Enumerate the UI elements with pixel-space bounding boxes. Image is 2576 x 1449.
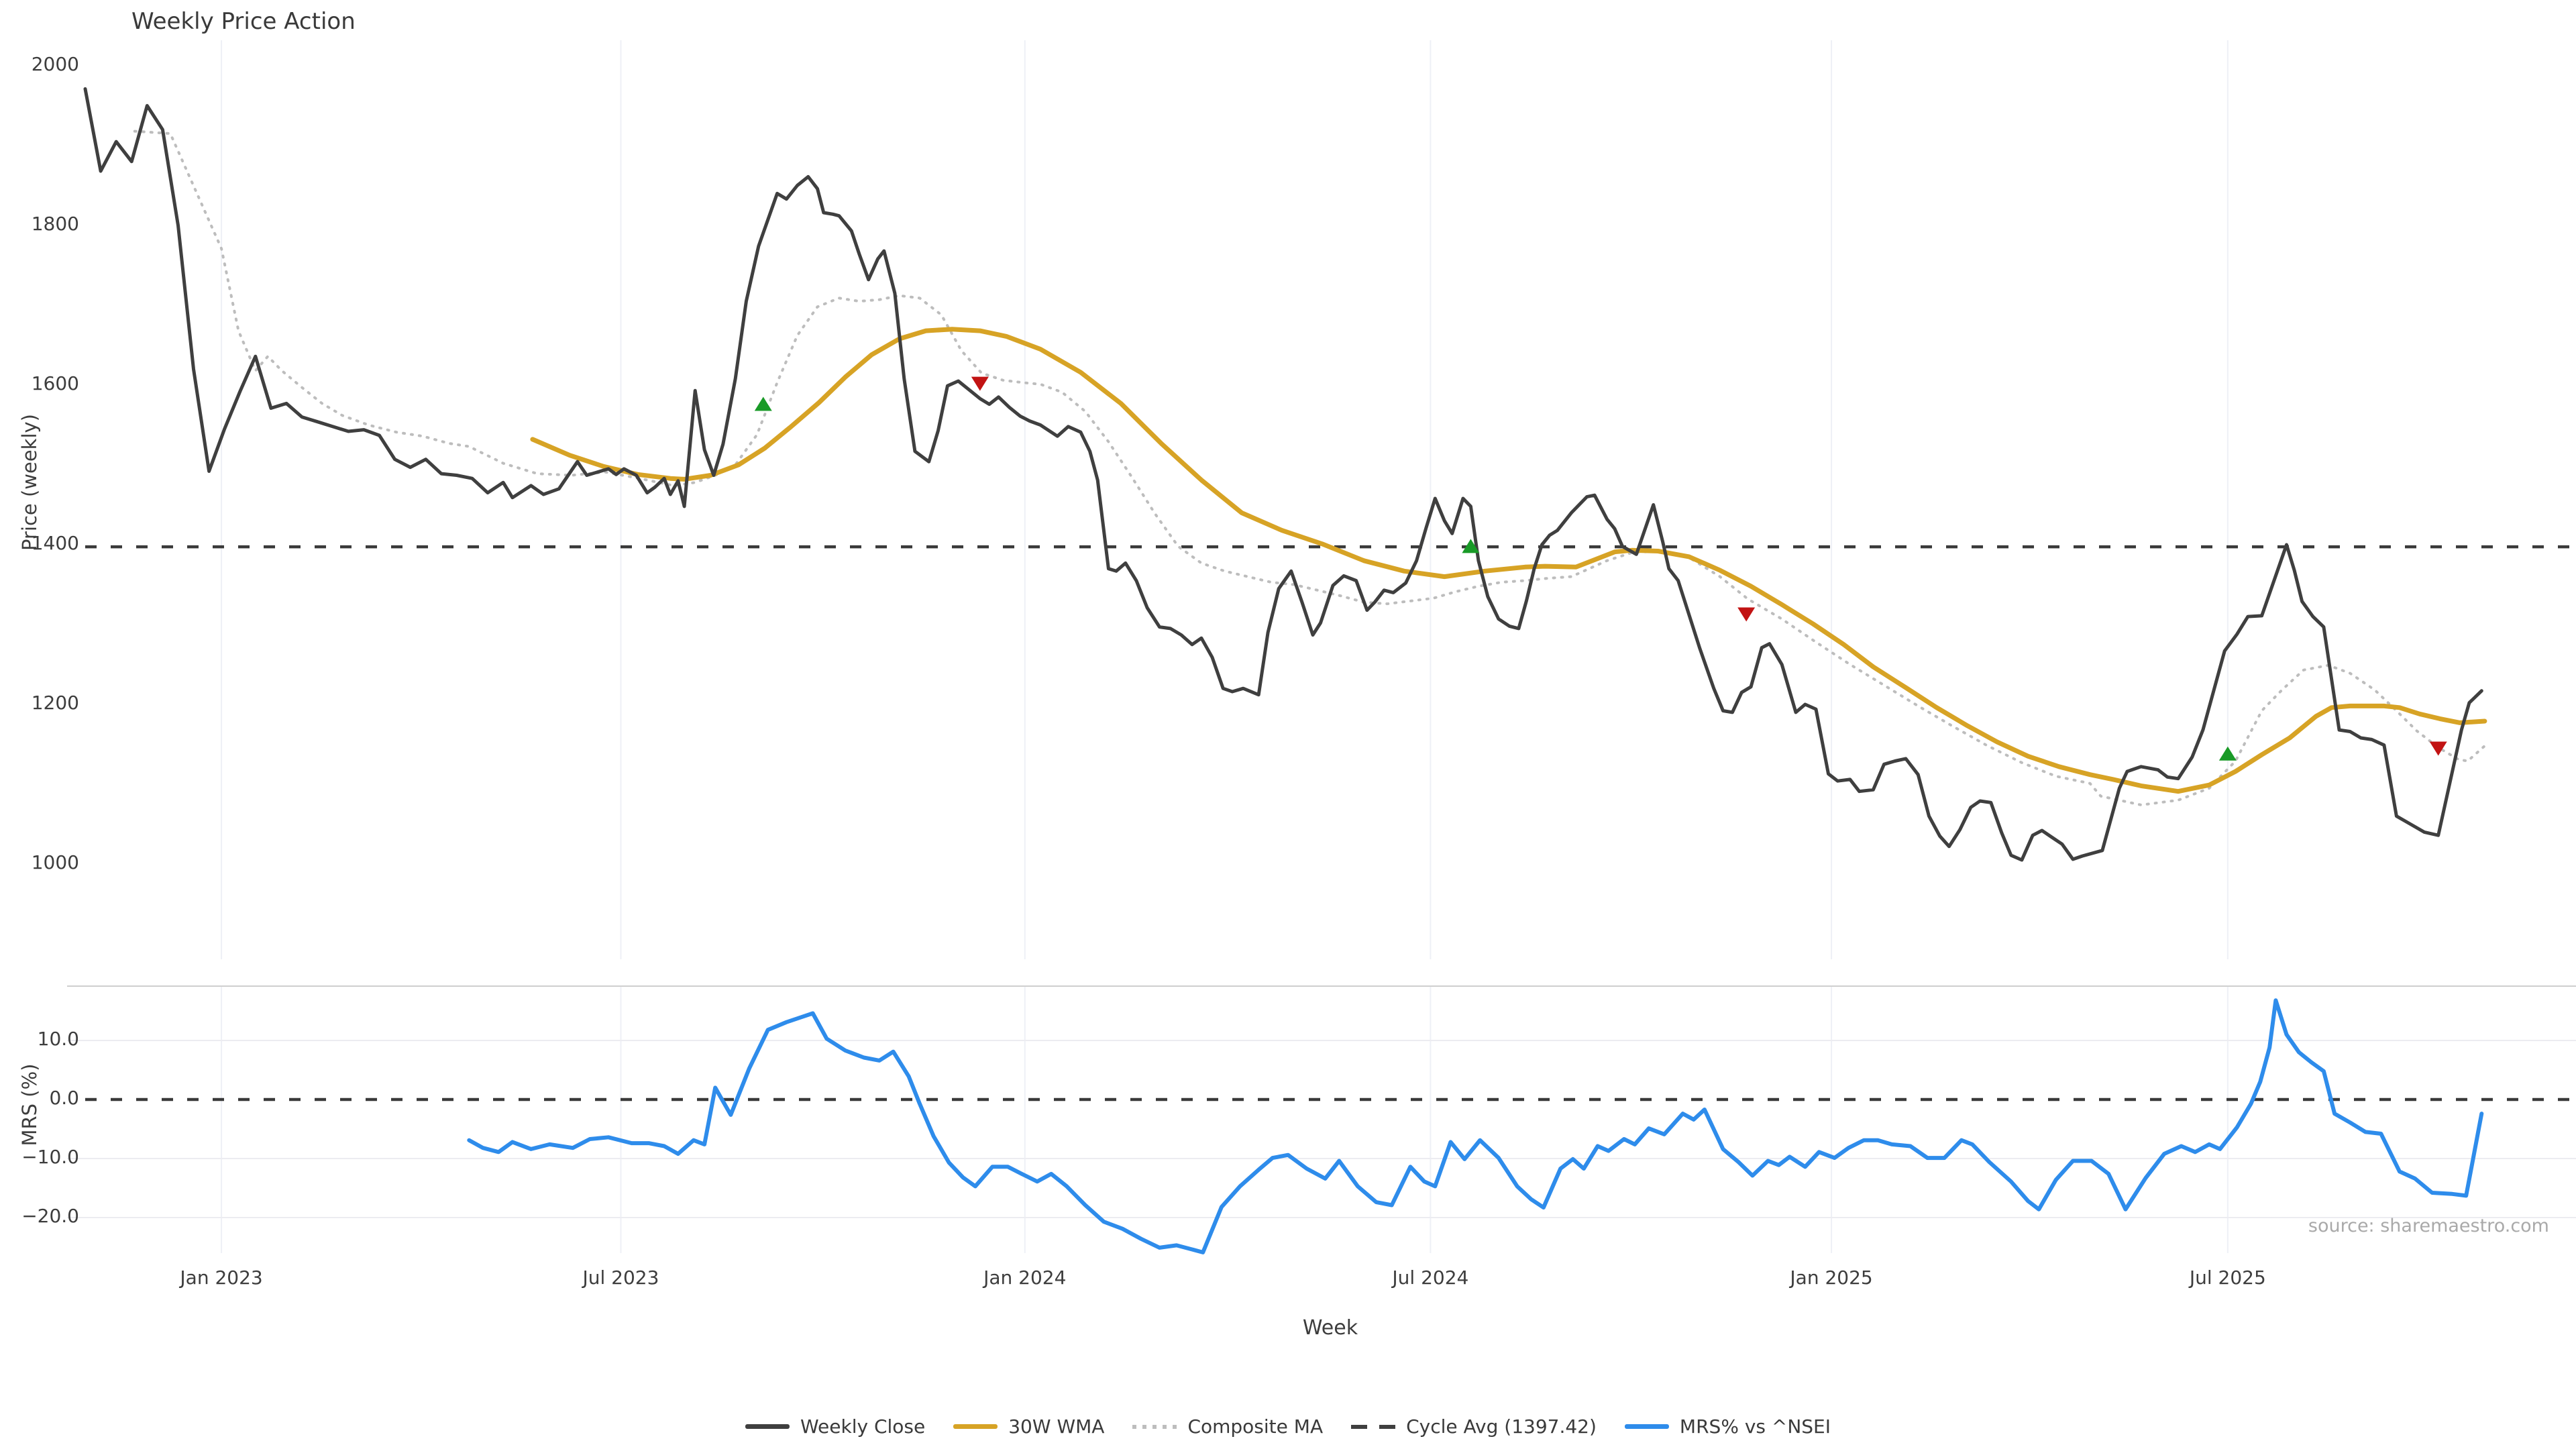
buy-signal-icon: [754, 396, 772, 411]
source-note: source: sharemaestro.com: [2308, 1216, 2549, 1236]
legend-swatch-dashed-icon: [1351, 1424, 1396, 1429]
sell-signal-icon: [2429, 741, 2447, 756]
legend-item: MRS% vs ^NSEI: [1624, 1415, 1831, 1438]
price-ytick: 1400: [31, 532, 79, 554]
price-axis-label: Price (weekly): [18, 414, 41, 551]
legend-label: 30W WMA: [1008, 1415, 1105, 1438]
signal-markers: [754, 376, 2447, 761]
legend-label: Cycle Avg (1397.42): [1406, 1415, 1597, 1438]
data-series: [83, 87, 2487, 1254]
reference-lines: [85, 545, 2576, 1102]
mrs-ytick: −10.0: [21, 1146, 79, 1168]
mrs-ytick: −20.0: [21, 1205, 79, 1227]
x-axis-label: Week: [1302, 1316, 1358, 1340]
weekly-close-line: [83, 87, 2483, 862]
chart-legend: Weekly Close 30W WMA Composite MA Cycle Avg…: [745, 1415, 1831, 1438]
mrs-ytick: 0.0: [49, 1087, 79, 1109]
x-tick: Jan 2023: [180, 1267, 263, 1289]
legend-swatch-dotted-icon: [1132, 1424, 1177, 1429]
buy-signal-icon: [1462, 539, 1480, 553]
legend-label: Weekly Close: [800, 1415, 926, 1438]
mrs-ytick: 10.0: [37, 1028, 79, 1050]
price-ytick: 1800: [31, 213, 79, 235]
legend-swatch-solid-icon: [745, 1424, 790, 1429]
legend-item: Composite MA: [1132, 1415, 1323, 1438]
wma-30w-line: [530, 327, 2487, 794]
x-tick: Jan 2024: [983, 1267, 1067, 1289]
legend-swatch-solid-icon: [953, 1424, 998, 1429]
legend-item: 30W WMA: [953, 1415, 1104, 1438]
gridlines: [67, 40, 2576, 1253]
legend-item: Weekly Close: [745, 1415, 925, 1438]
legend-label: MRS% vs ^NSEI: [1679, 1415, 1831, 1438]
legend-item: Cycle Avg (1397.42): [1351, 1415, 1597, 1438]
page-title: Weekly Price Action: [131, 8, 356, 35]
composite-ma-line: [133, 129, 2486, 806]
legend-swatch-solid-icon: [1624, 1424, 1669, 1429]
price-ytick: 1600: [31, 372, 79, 394]
x-tick: Jul 2025: [2189, 1267, 2266, 1289]
x-tick: Jan 2025: [1790, 1267, 1873, 1289]
sell-signal-icon: [1737, 607, 1756, 622]
mrs-line: [467, 998, 2484, 1254]
buy-signal-icon: [2218, 746, 2237, 761]
legend-label: Composite MA: [1187, 1415, 1324, 1438]
price-ytick: 2000: [31, 53, 79, 75]
price-ytick: 1000: [31, 851, 79, 873]
price-ytick: 1200: [31, 692, 79, 714]
x-tick: Jul 2023: [582, 1267, 659, 1289]
x-tick: Jul 2024: [1392, 1267, 1469, 1289]
sell-signal-icon: [971, 376, 989, 391]
